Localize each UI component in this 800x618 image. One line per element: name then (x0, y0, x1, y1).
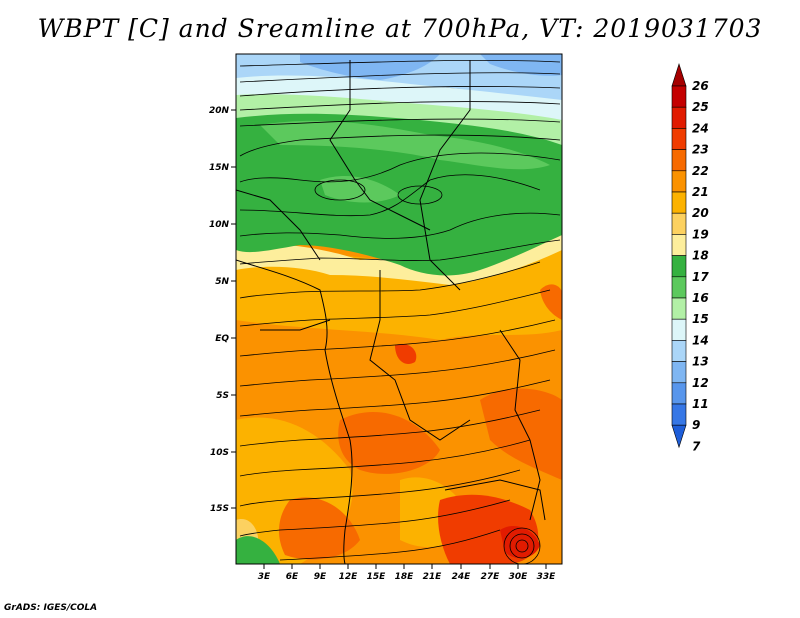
streamlines (239, 59, 561, 564)
colorbar-swatch (671, 106, 687, 129)
lon-label: 30E (509, 572, 529, 582)
colorbar-label: 21 (692, 185, 709, 199)
colorbar-swatch (671, 85, 687, 108)
colorbar-swatch (671, 382, 687, 405)
colorbar: 26 25 24 23 22 21 20 19 18 17 16 15 14 13 12 11 9 7 (671, 63, 709, 453)
lat-label: 20N (209, 106, 230, 116)
colorbar-swatch (671, 191, 687, 214)
lon-label: 27E (481, 572, 501, 582)
longitude-axis: 3E 6E 9E 12E 15E 18E 21E 24E 27E 30E 33E (258, 564, 556, 582)
colorbar-swatch (671, 403, 687, 426)
colorbar-swatch (671, 234, 687, 256)
colorbar-swatch (671, 276, 687, 299)
lon-label: 24E (452, 572, 472, 582)
colorbar-swatch (671, 297, 687, 320)
lon-label: 6E (286, 572, 299, 582)
lat-label: EQ (215, 334, 229, 344)
colorbar-label: 17 (692, 270, 709, 284)
colorbar-swatch (671, 170, 687, 193)
lon-label: 9E (314, 572, 327, 582)
colorbar-label: 20 (692, 206, 709, 220)
country-borders (236, 60, 546, 564)
lon-label: 15E (367, 572, 387, 582)
colorbar-label: 11 (692, 397, 709, 411)
colorbar-label: 9 (692, 418, 700, 432)
colorbar-label: 24 (692, 121, 709, 135)
colorbar-label: 23 (692, 143, 709, 157)
colorbar-top-arrow (671, 63, 687, 87)
lat-label: 5S (216, 391, 229, 401)
colorbar-label: 12 (692, 376, 709, 390)
colorbar-label: 18 (692, 249, 709, 263)
colorbar-label: 13 (692, 355, 709, 369)
latitude-axis: 20N 15N 10N 5N EQ 5S 10S 15S (209, 106, 236, 514)
footer-credit: GrADS: IGES/COLA (4, 603, 98, 613)
colorbar-label: 19 (692, 227, 709, 241)
colorbar-swatch (671, 318, 687, 341)
lon-label: 3E (258, 572, 271, 582)
lat-label: 5N (215, 277, 229, 287)
colorbar-swatch (671, 149, 687, 172)
colorbar-label: 7 (692, 439, 701, 453)
colorbar-swatch (671, 340, 687, 362)
colorbar-label: 25 (692, 100, 709, 114)
lat-label: 10N (209, 220, 230, 230)
colorbar-swatch (671, 212, 687, 235)
lon-label: 33E (537, 572, 557, 582)
colorbar-label: 14 (692, 333, 709, 347)
colorbar-bottom-arrow (671, 424, 687, 449)
lat-label: 10S (210, 448, 229, 458)
colorbar-label: 15 (692, 312, 709, 326)
lat-label: 15S (210, 504, 229, 514)
colorbar-swatch (671, 255, 687, 278)
map-title: WBPT [C] and Sreamline at 700hPa, VT: 20… (37, 14, 763, 43)
lon-label: 12E (339, 572, 359, 582)
colorbar-swatch (671, 361, 687, 384)
colorbar-label: 22 (692, 164, 709, 178)
lat-label: 15N (209, 163, 230, 173)
colorbar-label: 26 (692, 79, 709, 93)
wbpt-shading (236, 54, 562, 564)
lon-label: 18E (395, 572, 415, 582)
colorbar-swatch (671, 128, 687, 150)
map-frame (235, 53, 563, 565)
lon-label: 21E (423, 572, 443, 582)
colorbar-label: 16 (692, 291, 709, 305)
